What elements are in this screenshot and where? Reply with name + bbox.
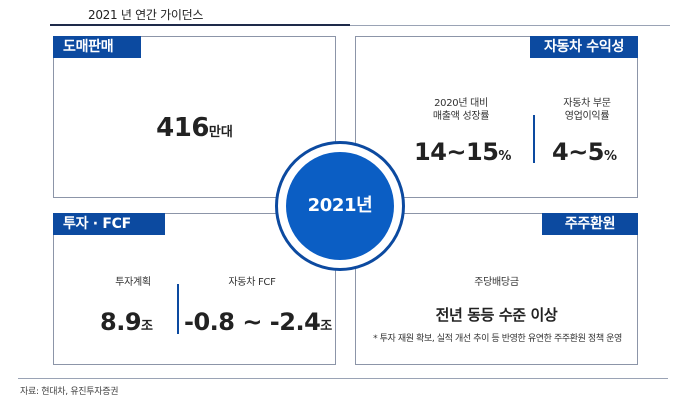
year-circle-label: 2021년 — [286, 152, 394, 260]
source-note: 자료: 현대차, 유진투자증권 — [20, 387, 119, 397]
title-rule — [50, 25, 670, 26]
wholesale-value-group: 416만대 — [54, 113, 335, 143]
operating-margin-label-line2: 영업이익률 — [564, 111, 610, 122]
investment-plan-value-group: 8.9조 — [100, 308, 170, 336]
operating-margin-unit: % — [604, 149, 618, 164]
revenue-growth-unit: % — [498, 149, 512, 164]
auto-fcf-value: -0.8 ~ -2.4 — [184, 308, 321, 336]
operating-margin-value: 4~5 — [552, 138, 605, 166]
operating-margin-label: 자동차 부문 영업이익률 — [542, 97, 632, 123]
shareholder-panel: 주주환원 주당배당금 전년 동등 수준 이상 * 투자 재원 확보, 실적 개선… — [355, 213, 638, 365]
investment-divider — [177, 284, 179, 334]
year-circle: 2021년 — [275, 141, 405, 271]
investment-plan-label: 투자계획 — [115, 277, 151, 288]
investment-plan-unit: 조 — [141, 319, 153, 334]
wholesale-tag: 도매판매 — [53, 36, 141, 58]
dividend-label: 주당배당금 — [474, 277, 519, 288]
auto-fcf-label: 자동차 FCF — [228, 277, 276, 288]
auto-fcf-unit: 조 — [320, 319, 333, 334]
revenue-growth-value-group: 14~15% — [414, 138, 534, 166]
profitability-panel: 자동차 수익성 2020년 대비 매출액 성장률 자동차 부문 영업이익률 14… — [355, 36, 638, 198]
profitability-tag: 자동차 수익성 — [530, 36, 638, 58]
operating-margin-label-line1: 자동차 부문 — [563, 98, 611, 109]
investment-plan-value: 8.9 — [100, 308, 142, 336]
profitability-divider — [533, 115, 535, 163]
dividend-note: * 투자 재원 확보, 실적 개선 추이 등 반영한 유연한 주주환원 정책 운… — [373, 334, 622, 344]
footer-rule — [18, 378, 668, 379]
operating-margin-value-group: 4~5% — [552, 138, 632, 166]
auto-fcf-value-group: -0.8 ~ -2.4조 — [184, 308, 334, 336]
title-rule-accent — [50, 24, 350, 26]
wholesale-value: 416 — [156, 113, 209, 143]
shareholder-tag: 주주환원 — [542, 213, 638, 235]
revenue-growth-value: 14~15 — [414, 138, 499, 166]
dividend-headline: 전년 동등 수준 이상 — [435, 306, 558, 324]
revenue-growth-label: 2020년 대비 매출액 성장률 — [406, 97, 516, 123]
page-title: 2021 년 연간 가이던스 — [88, 8, 204, 22]
investment-tag: 투자 · FCF — [53, 213, 165, 235]
investment-panel: 투자 · FCF 투자계획 자동차 FCF 8.9조 -0.8 ~ -2.4조 — [53, 213, 336, 365]
revenue-growth-label-line2: 매출액 성장률 — [432, 111, 490, 122]
wholesale-unit: 만대 — [208, 125, 233, 140]
revenue-growth-label-line1: 2020년 대비 — [434, 98, 488, 109]
